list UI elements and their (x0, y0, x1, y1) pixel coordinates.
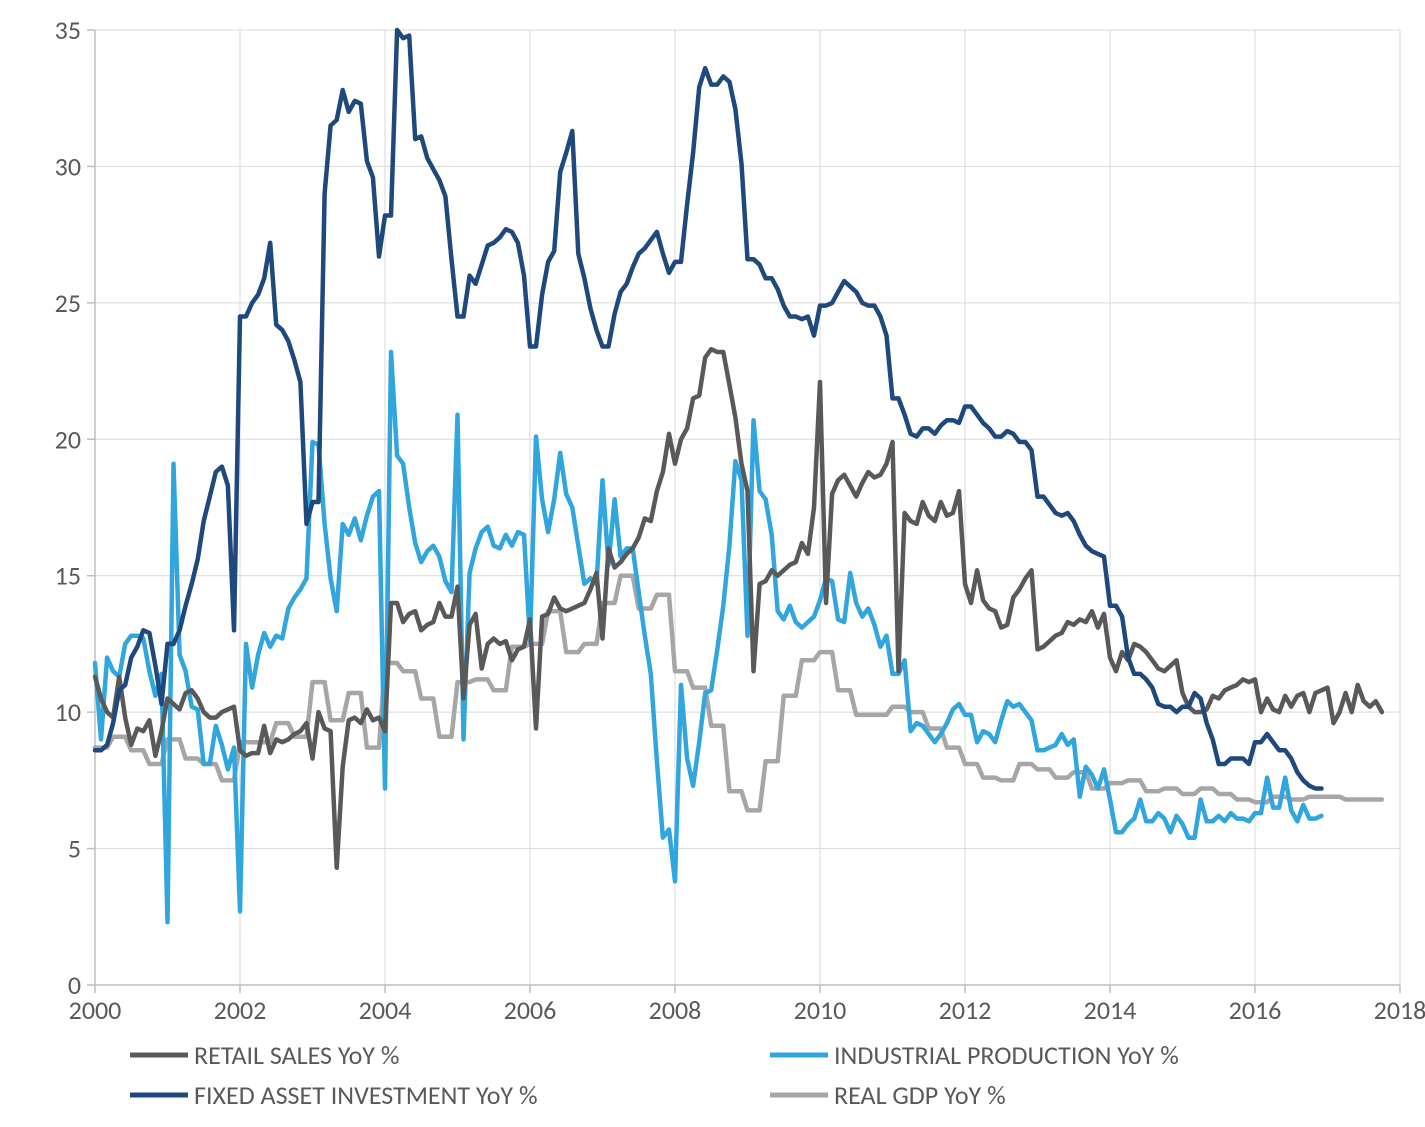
x-tick-label: 2016 (1229, 994, 1282, 1026)
y-tick-label: 25 (55, 287, 81, 319)
x-tick-label: 2000 (69, 994, 122, 1026)
chart-container: 0510152025303520002002200420062008201020… (0, 0, 1425, 1127)
x-tick-label: 2014 (1084, 994, 1137, 1026)
x-tick-label: 2006 (504, 994, 557, 1026)
x-tick-label: 2018 (1374, 994, 1425, 1026)
x-tick-label: 2002 (214, 994, 267, 1026)
legend-label: REAL GDP YoY % (834, 1079, 1006, 1111)
y-tick-label: 10 (55, 696, 81, 728)
legend-label: FIXED ASSET INVESTMENT YoY % (194, 1079, 538, 1111)
economic-indicators-line-chart: 0510152025303520002002200420062008201020… (0, 0, 1425, 1127)
legend-label: INDUSTRIAL PRODUCTION YoY % (834, 1039, 1179, 1071)
legend-label: RETAIL SALES YoY % (194, 1039, 399, 1071)
x-tick-label: 2010 (794, 994, 847, 1026)
x-tick-label: 2004 (359, 994, 412, 1026)
x-tick-label: 2008 (649, 994, 702, 1026)
y-tick-label: 35 (55, 14, 81, 46)
y-tick-label: 30 (55, 150, 81, 182)
chart-background (0, 0, 1425, 1127)
x-tick-label: 2012 (939, 994, 992, 1026)
y-tick-label: 15 (55, 560, 81, 592)
y-tick-label: 5 (68, 833, 81, 865)
y-tick-label: 20 (55, 423, 81, 455)
